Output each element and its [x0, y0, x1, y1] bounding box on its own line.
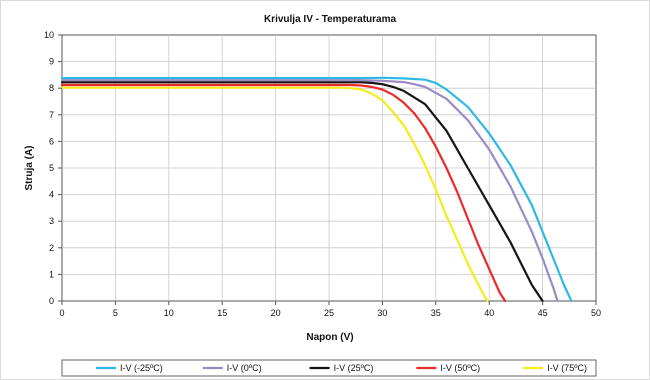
y-tick-label: 1 [49, 269, 54, 279]
chart-title: Krivulja IV - Temperaturama [264, 14, 397, 25]
series-line-2 [60, 81, 544, 303]
series-line-0 [60, 76, 573, 303]
legend-item: I-V (25ºC) [309, 363, 374, 373]
x-tick-label: 30 [377, 308, 387, 318]
x-tick-label: 40 [484, 308, 494, 318]
x-tick-label: 15 [217, 308, 227, 318]
legend-item: I-V (-25ºC) [96, 363, 163, 373]
x-axis-ticks: 0 5 10 15 20 25 30 35 40 45 50 [59, 301, 601, 318]
legend-item: I-V (0ºC) [202, 363, 262, 373]
y-tick-label: 9 [49, 57, 54, 67]
y-tick-label: 2 [49, 243, 54, 253]
x-tick-label: 50 [591, 308, 601, 318]
y-axis-ticks: 0 1 2 3 4 5 6 7 8 9 10 [44, 30, 62, 306]
x-tick-label: 35 [431, 308, 441, 318]
series-line-1 [60, 79, 559, 303]
legend-item: I-V (75ºC) [523, 363, 587, 373]
y-tick-label: 4 [49, 190, 54, 200]
series-line-4 [60, 86, 489, 303]
legend-label: I-V (75ºC) [547, 363, 587, 373]
x-axis-title: Napon (V) [306, 332, 353, 343]
series-lines [60, 76, 573, 303]
legend-label: I-V (50ºC) [440, 363, 480, 373]
y-axis-title: Struja (A) [24, 146, 35, 191]
y-tick-label: 5 [49, 163, 54, 173]
series-line-3 [60, 83, 507, 303]
y-tick-label: 8 [49, 83, 54, 93]
y-tick-label: 7 [49, 110, 54, 120]
y-tick-label: 6 [49, 136, 54, 146]
x-tick-label: 25 [324, 308, 334, 318]
y-tick-label: 10 [44, 30, 54, 40]
legend-item: I-V (50ºC) [416, 363, 480, 373]
x-tick-label: 0 [59, 308, 64, 318]
x-tick-label: 5 [113, 308, 118, 318]
y-tick-label: 0 [49, 296, 54, 306]
y-tick-label: 3 [49, 216, 54, 226]
x-tick-label: 45 [538, 308, 548, 318]
legend-label: I-V (-25ºC) [120, 363, 163, 373]
legend-label: I-V (25ºC) [334, 363, 374, 373]
legend-label: I-V (0ºC) [227, 363, 262, 373]
legend: I-V (-25ºC) I-V (0ºC) I-V (25ºC) I-V (50ºC)… [96, 363, 587, 373]
x-tick-label: 20 [271, 308, 281, 318]
x-tick-label: 10 [164, 308, 174, 318]
